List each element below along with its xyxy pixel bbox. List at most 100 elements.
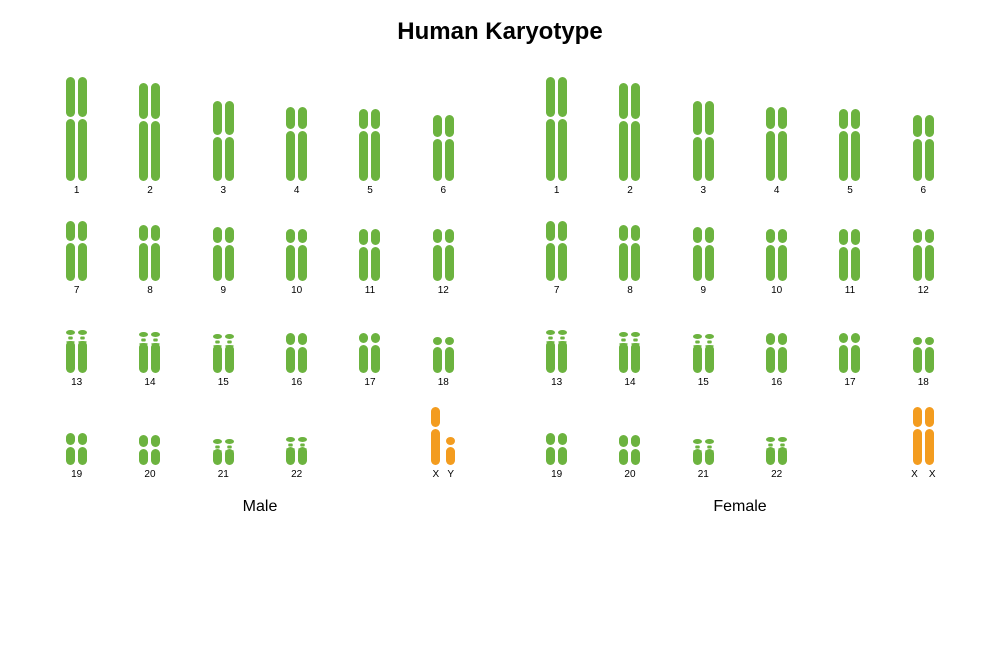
chromosome-pair-16: 16: [266, 309, 328, 388]
chromatid-pair: [766, 209, 787, 281]
chromosome-pair-X-X: X X: [892, 401, 954, 480]
chromatid-pair: [546, 401, 567, 465]
chromosome-pair-2: 2: [119, 71, 181, 196]
chromosome-pair-2: 2: [599, 71, 661, 196]
chromosome-number: 13: [551, 377, 562, 388]
chromosome-number: 15: [218, 377, 229, 388]
chromosome-number: 10: [291, 285, 302, 296]
chromosome-pair-1: 1: [526, 71, 588, 196]
chromosome-number: 19: [551, 469, 562, 480]
diagram-title: Human Karyotype: [0, 0, 1000, 46]
chromatid-pair: [139, 309, 160, 373]
chromatid-pair: [66, 209, 87, 281]
chromosome-pair-7: 7: [46, 209, 108, 296]
chromatid-pair: [546, 209, 567, 281]
chromosome-pair-20: 20: [119, 401, 181, 480]
chromosome-pair-3: 3: [192, 71, 254, 196]
chromosome-number: 5: [847, 185, 853, 196]
chromatid-pair: [213, 401, 234, 465]
chromosome-row-1: 12 3 4 5 6: [520, 66, 960, 196]
chromosome-pair-22: 22: [266, 401, 328, 480]
chromosome-row-2: 7 8 9 10 11 12: [40, 204, 480, 296]
chromatid-pair: [546, 71, 567, 181]
chromosome-number: 8: [627, 285, 633, 296]
chromosome-pair-4: 4: [746, 71, 808, 196]
chromosome-pair-18: 18: [412, 309, 474, 388]
chromosome-number: 17: [844, 377, 855, 388]
chromatid-pair: [66, 309, 87, 373]
chromosome-number: 3: [221, 185, 227, 196]
chromosome-number: 16: [291, 377, 302, 388]
chromatid-pair: [286, 401, 307, 465]
chromosome-number: 13: [71, 377, 82, 388]
chromosome-number: 17: [364, 377, 375, 388]
chromatid-pair: [766, 401, 787, 465]
chromosome-number: 9: [701, 285, 707, 296]
chromosome-pair-16: 16: [746, 309, 808, 388]
chromatid-pair: [359, 309, 380, 373]
chromatid-pair: [839, 209, 860, 281]
chromatid-pair: [913, 309, 934, 373]
chromosome-pair-14: 14: [599, 309, 661, 388]
chromosome-row-3: 13 14 15 16 17 18: [520, 304, 960, 388]
chromosome-number: 3: [701, 185, 707, 196]
chromatid-pair: [546, 309, 567, 373]
chromatid-pair: [619, 71, 640, 181]
chromosome-pair-19: 19: [526, 401, 588, 480]
panel-female: 12345678910111213141516171819202122X XFe…: [520, 66, 960, 516]
chromosome-number: 5: [367, 185, 373, 196]
chromosome-pair-10: 10: [746, 209, 808, 296]
chromosome-number: 6: [921, 185, 927, 196]
chromatid-pair: [913, 401, 934, 465]
panel-label-male: Male: [40, 498, 480, 516]
chromosome-pair-3: 3: [672, 71, 734, 196]
chromosome-number: 16: [771, 377, 782, 388]
chromosome-pair-22: 22: [746, 401, 808, 480]
chromatid-pair: [286, 209, 307, 281]
chromosome-number: 19: [71, 469, 82, 480]
chromosome-pair-15: 15: [672, 309, 734, 388]
chromosome-pair-8: 8: [599, 209, 661, 296]
chromosome-number: 12: [438, 285, 449, 296]
chromatid-pair: [433, 309, 454, 373]
chromosome-number: 11: [845, 285, 855, 296]
chromosome-pair-20: 20: [599, 401, 661, 480]
chromosome-number: 4: [774, 185, 780, 196]
chromosome-pair-8: 8: [119, 209, 181, 296]
chromosome-pair-15: 15: [192, 309, 254, 388]
chromatid-pair: [66, 401, 87, 465]
chromosome-pair-5: 5: [819, 71, 881, 196]
chromosome-pair-17: 17: [819, 309, 881, 388]
chromatid-pair: [139, 209, 160, 281]
chromatid-pair: [693, 401, 714, 465]
chromosome-pair-9: 9: [672, 209, 734, 296]
chromosome-number: 7: [74, 285, 80, 296]
chromatid-pair: [139, 401, 160, 465]
chromosome-number: 21: [218, 469, 229, 480]
panel-label-female: Female: [520, 498, 960, 516]
chromosome-number: 15: [698, 377, 709, 388]
chromosome-number: 9: [221, 285, 227, 296]
karyotype-panels: 12345678910111213141516171819202122X YMa…: [0, 66, 1000, 516]
chromatid-pair: [359, 71, 380, 181]
chromosome-row-2: 789101112: [520, 204, 960, 296]
chromatid-pair: [433, 209, 454, 281]
chromosome-number: 11: [365, 285, 375, 296]
chromosome-number: X X: [911, 469, 935, 480]
chromosome-pair-12: 12: [412, 209, 474, 296]
chromatid-pair: [286, 71, 307, 181]
chromatid-pair: [839, 71, 860, 181]
chromosome-pair-11: 11: [819, 209, 881, 296]
chromosome-number: 6: [441, 185, 447, 196]
chromatid-pair: [619, 401, 640, 465]
chromatid-pair: [693, 209, 714, 281]
chromosome-pair-18: 18: [892, 309, 954, 388]
chromosome-number: 10: [771, 285, 782, 296]
chromosome-pair-14: 14: [119, 309, 181, 388]
chromosome-pair-7: 7: [526, 209, 588, 296]
chromosome-row-3: 13 14 15 16 17 18: [40, 304, 480, 388]
chromosome-pair-9: 9: [192, 209, 254, 296]
chromosome-row-1: 123456: [40, 66, 480, 196]
chromosome-number: 14: [624, 377, 635, 388]
chromosome-pair-13: 13: [46, 309, 108, 388]
